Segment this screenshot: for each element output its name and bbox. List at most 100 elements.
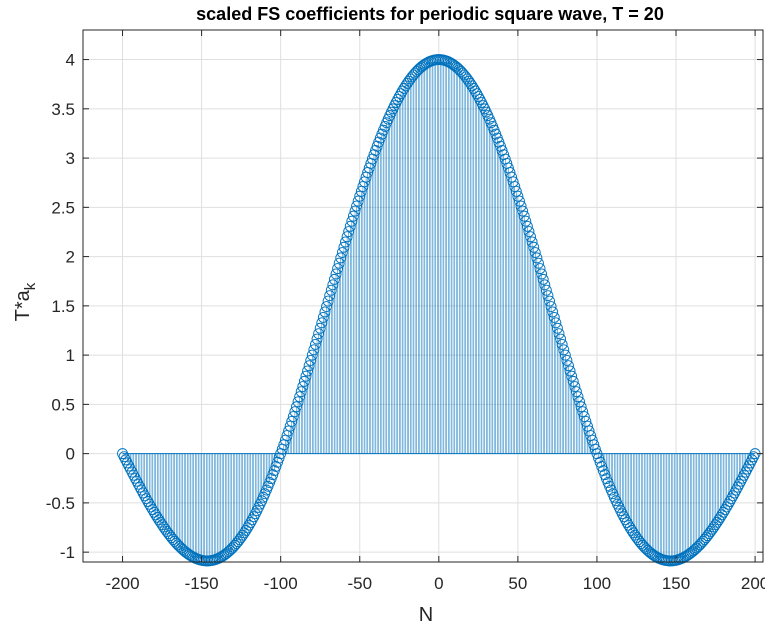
y-axis-label: T*ak	[12, 282, 39, 321]
stem-marker	[317, 311, 329, 323]
stem-marker	[724, 496, 736, 507]
stem-marker	[580, 415, 592, 427]
stem-marker	[336, 247, 348, 258]
y-tick-label: -0.5	[46, 494, 75, 513]
y-tick-label: 3.5	[51, 100, 75, 119]
x-tick-label: 100	[583, 574, 611, 593]
stem-marker	[351, 200, 363, 212]
stem-marker	[332, 263, 344, 275]
stem-marker	[308, 344, 320, 356]
stem-marker	[352, 195, 364, 207]
stem-marker	[539, 279, 551, 291]
stem-marker	[553, 328, 565, 340]
y-axis-ticks: -1 -0.5 0 0.5 1 1.5 2 2.5 3 3.5 4	[46, 51, 763, 562]
y-tick-label: 3	[66, 149, 75, 168]
stem-marker	[298, 375, 310, 387]
stem-marker	[548, 311, 560, 323]
stem-marker	[347, 210, 359, 222]
stem-marker	[509, 181, 521, 192]
stem-marker	[531, 252, 543, 264]
stem-marker	[555, 333, 567, 345]
stem-marker	[340, 236, 351, 248]
stem-marker	[131, 475, 143, 487]
stem-marker	[395, 88, 407, 100]
stem-marker	[515, 200, 527, 212]
stem-marker	[393, 91, 405, 102]
stem-marker	[730, 484, 742, 496]
stem-marker	[314, 322, 326, 334]
stem-marker	[532, 257, 544, 269]
x-axis-label: N	[419, 604, 433, 625]
stem-marker	[302, 365, 314, 377]
y-tick-label: 1	[66, 346, 75, 365]
stem-marker	[540, 284, 552, 296]
stem-marker	[716, 509, 728, 521]
stem-marker	[327, 279, 339, 291]
stem-marker	[355, 185, 367, 197]
y-tick-label: 4	[66, 51, 75, 70]
stem-marker	[341, 231, 353, 243]
stem-marker	[564, 365, 576, 377]
stem-marker	[572, 391, 584, 403]
stem-marker	[321, 301, 332, 312]
stem-marker	[528, 241, 540, 253]
stem-marker	[536, 268, 548, 280]
x-axis-ticks: -200 -150 -100 -50 0 50 100 150 200	[106, 30, 765, 593]
stem-marker	[325, 284, 337, 296]
stem-marker	[468, 82, 480, 94]
stem-marker	[343, 226, 355, 237]
stem-marker	[300, 370, 312, 382]
stem-marker	[727, 490, 739, 502]
stem-marker	[558, 344, 570, 356]
stem-marker	[297, 381, 309, 392]
stem-marker	[729, 487, 740, 499]
stem-marker	[529, 247, 541, 258]
stem-marker	[520, 215, 532, 227]
stem-marker	[534, 263, 546, 275]
stem-marker	[718, 506, 729, 518]
stem-marker	[143, 498, 155, 510]
stem-marker	[512, 190, 524, 202]
stem-marker	[566, 370, 578, 382]
stem-marker	[284, 420, 296, 432]
stem-marker	[306, 349, 318, 361]
stem-marker	[145, 501, 157, 513]
axes-frame	[82, 29, 764, 563]
stem-marker	[517, 205, 529, 217]
x-tick-label: 50	[508, 574, 527, 593]
stem-marker	[551, 322, 563, 334]
stem-marker	[526, 236, 538, 248]
stem-marker	[283, 425, 295, 437]
stem-marker	[311, 333, 323, 345]
y-tick-label: 0	[66, 445, 75, 464]
stem-marker	[140, 493, 152, 505]
x-tick-label: -200	[106, 574, 140, 593]
stem-marker	[547, 306, 559, 318]
stem-marker	[472, 91, 484, 102]
stem-marker	[289, 406, 301, 418]
y-tick-label: 0.5	[51, 395, 75, 414]
stem-marker	[313, 328, 325, 340]
stem-marker	[574, 396, 586, 408]
y-axis-label-subscript: k	[22, 282, 39, 290]
stem-marker	[134, 481, 146, 493]
stem-marker	[514, 195, 525, 207]
y-tick-label: -1	[60, 543, 75, 562]
x-tick-label: -150	[185, 574, 219, 593]
stem-marker	[310, 338, 321, 350]
stem-marker	[322, 295, 334, 307]
stem-marker	[542, 290, 554, 302]
stem-marker	[507, 176, 519, 188]
stem-marker	[344, 220, 356, 232]
stem-marker	[324, 290, 336, 302]
stem-marker	[732, 481, 744, 493]
stem-marker	[523, 226, 535, 237]
stem-marker	[330, 268, 342, 280]
stem-marker	[147, 504, 159, 516]
stem-marker	[294, 391, 306, 403]
stem-marker	[335, 252, 347, 264]
stem-marker	[725, 493, 737, 505]
stem-marker	[575, 401, 587, 413]
stem-marker	[561, 354, 573, 366]
